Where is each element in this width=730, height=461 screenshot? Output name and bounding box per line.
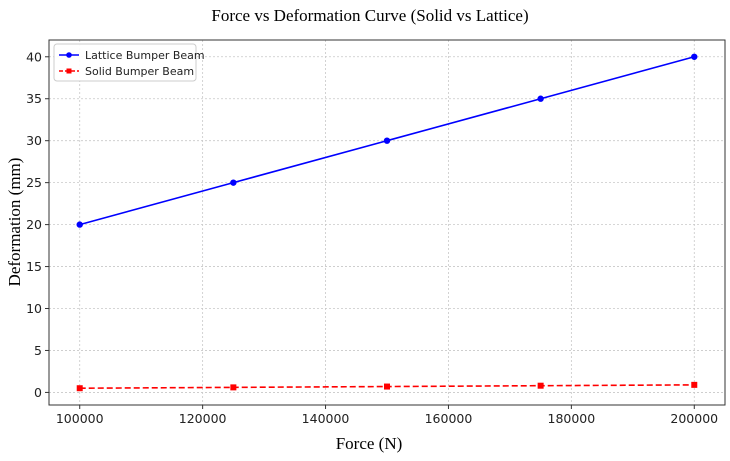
x-tick-label: 100000 [56,411,104,426]
x-tick-label: 140000 [302,411,350,426]
data-point [230,179,237,186]
data-point [383,137,391,144]
y-tick-label: 15 [26,259,42,274]
y-tick-label: 0 [34,385,42,400]
y-tick-label: 40 [26,49,42,64]
series-lattice-bumper-beam [76,53,698,228]
legend-box [53,43,197,82]
plot-frame [48,39,726,406]
x-tick-label: 120000 [179,411,227,426]
x-axis-label: Force (N) [336,434,403,453]
legend-marker [66,52,72,58]
data-point [691,381,698,388]
y-tick-label: 25 [26,175,42,190]
y-tick-label: 5 [34,343,42,358]
y-tick-label: 30 [26,133,42,148]
legend: Lattice Bumper Beam Solid Bumper Beam [53,43,205,82]
data-point [537,382,544,389]
grid [49,40,725,405]
y-tick-label: 35 [26,91,42,106]
x-tick-label: 200000 [670,411,718,426]
data-point [76,221,83,228]
chart-title: Force vs Deformation Curve (Solid vs Lat… [211,6,528,25]
data-point [384,383,390,390]
axis-ticks: 100000 120000 140000 160000 180000 200000 0 5 10… [26,49,718,426]
legend-label: Solid Bumper Beam [85,65,194,78]
y-tick-label: 20 [26,217,42,232]
legend-marker [66,68,72,74]
data-point [691,53,698,60]
legend-item: Lattice Bumper Beam [59,49,205,62]
data-point [537,95,544,102]
series-layer [76,53,698,392]
legend-label: Lattice Bumper Beam [85,49,205,62]
data-point [76,385,83,392]
y-tick-label: 10 [26,301,42,316]
x-tick-label: 160000 [425,411,473,426]
series-solid-bumper-beam [76,381,698,392]
legend-item: Solid Bumper Beam [59,65,194,78]
y-axis-label: Deformation (mm) [5,158,24,287]
x-tick-label: 180000 [548,411,596,426]
data-point [230,384,237,391]
